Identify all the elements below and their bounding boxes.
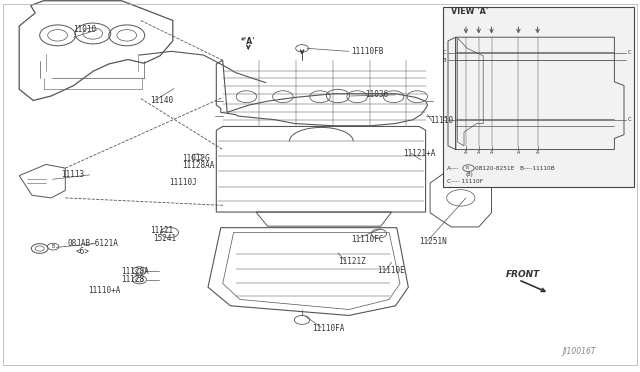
Text: 11128: 11128 [122,275,145,284]
Text: 15241: 15241 [154,234,177,243]
Bar [443,7,634,187]
Text: C: C [628,50,632,55]
Text: FRONT: FRONT [506,270,540,279]
Text: 11010: 11010 [74,25,97,34]
Text: 11110FA: 11110FA [312,324,345,333]
Text: 11121: 11121 [150,226,173,235]
Text: 11121+A: 11121+A [403,149,436,158]
Text: B: B [466,166,468,170]
Text: 11110E: 11110E [378,266,405,275]
Text: A: A [536,150,540,154]
Text: A: A [516,150,520,154]
Text: VIEW 'A': VIEW 'A' [451,7,488,16]
Text: (8): (8) [466,172,474,177]
Text: 11036: 11036 [365,90,388,99]
Text: 11110FC: 11110FC [351,235,383,244]
Text: B: B [51,244,55,249]
Text: C---- 11110F: C---- 11110F [447,179,483,184]
Text: 11110+A: 11110+A [88,286,121,295]
Text: 11113: 11113 [61,170,84,179]
Text: 11128AA: 11128AA [182,161,215,170]
Text: <6>: <6> [76,247,90,256]
Text: C: C [628,117,632,122]
Text: *'A': *'A' [241,37,255,46]
Text: 08120-8251E   B----11110B: 08120-8251E B----11110B [475,166,555,171]
Text: 11110: 11110 [430,116,453,125]
Text: 11140: 11140 [150,96,173,105]
Text: 11251N: 11251N [419,237,447,246]
Text: C: C [442,50,446,55]
Text: 11012G: 11012G [182,154,210,163]
Text: A----: A---- [447,166,459,171]
Text: 11128A: 11128A [122,267,149,276]
Text: B: B [442,58,446,63]
Text: 11110J: 11110J [170,178,197,187]
Text: 11110FB: 11110FB [351,47,383,56]
Text: A: A [477,150,481,154]
Text: C: C [442,117,446,122]
Text: A: A [490,150,493,154]
Text: 11121Z: 11121Z [338,257,365,266]
Text: 08JAB-6121A: 08JAB-6121A [67,239,118,248]
Text: JI10016T: JI10016T [563,347,596,356]
Text: A: A [464,150,468,154]
